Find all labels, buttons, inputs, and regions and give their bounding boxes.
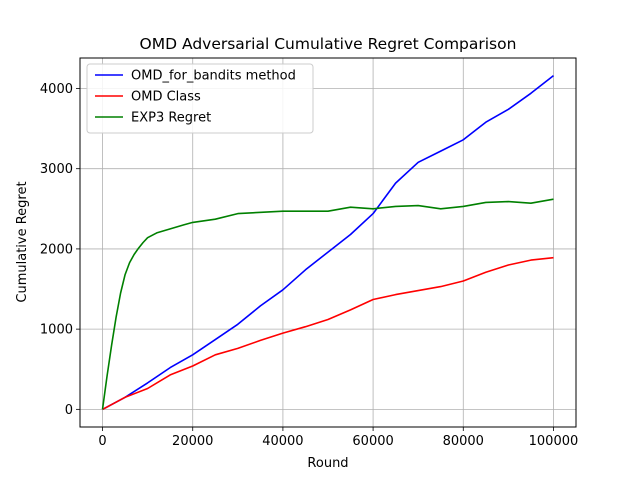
series-lines <box>101 74 554 411</box>
x-axis-label: Round <box>307 456 348 471</box>
legend-box <box>86 63 314 134</box>
y-tick-label: 3000 <box>40 162 73 177</box>
series-line-1 <box>102 74 554 411</box>
plot-frame <box>79 57 577 428</box>
y-axis-label: Cumulative Regret <box>15 181 30 302</box>
ticks: 0 20000 40000 60000 80000 100000 0 1000 2000 3000… <box>40 82 578 449</box>
x-tick-label: 40000 <box>262 434 303 449</box>
x-tick-label: 100000 <box>529 434 579 449</box>
series-line-2 <box>102 256 554 411</box>
chart-title: OMD Adversarial Cumulative Regret Compar… <box>140 35 517 53</box>
x-tick-label: 20000 <box>172 434 213 449</box>
legend-label: EXP3 Regret <box>131 111 211 126</box>
x-tick-label: 0 <box>98 434 106 449</box>
y-tick-label: 0 <box>65 403 73 418</box>
x-tick-label: 60000 <box>352 434 393 449</box>
legend-label: OMD_for_bandits method <box>131 69 296 84</box>
y-tick-label: 1000 <box>40 323 73 338</box>
legend-label: OMD Class <box>131 90 201 105</box>
x-tick-label: 80000 <box>443 434 484 449</box>
legend: OMD_for_bandits method OMD Class EXP3 Regr… <box>86 63 314 134</box>
series-line-3 <box>101 198 554 410</box>
y-tick-label: 4000 <box>40 82 73 97</box>
y-tick-label: 2000 <box>40 242 73 257</box>
